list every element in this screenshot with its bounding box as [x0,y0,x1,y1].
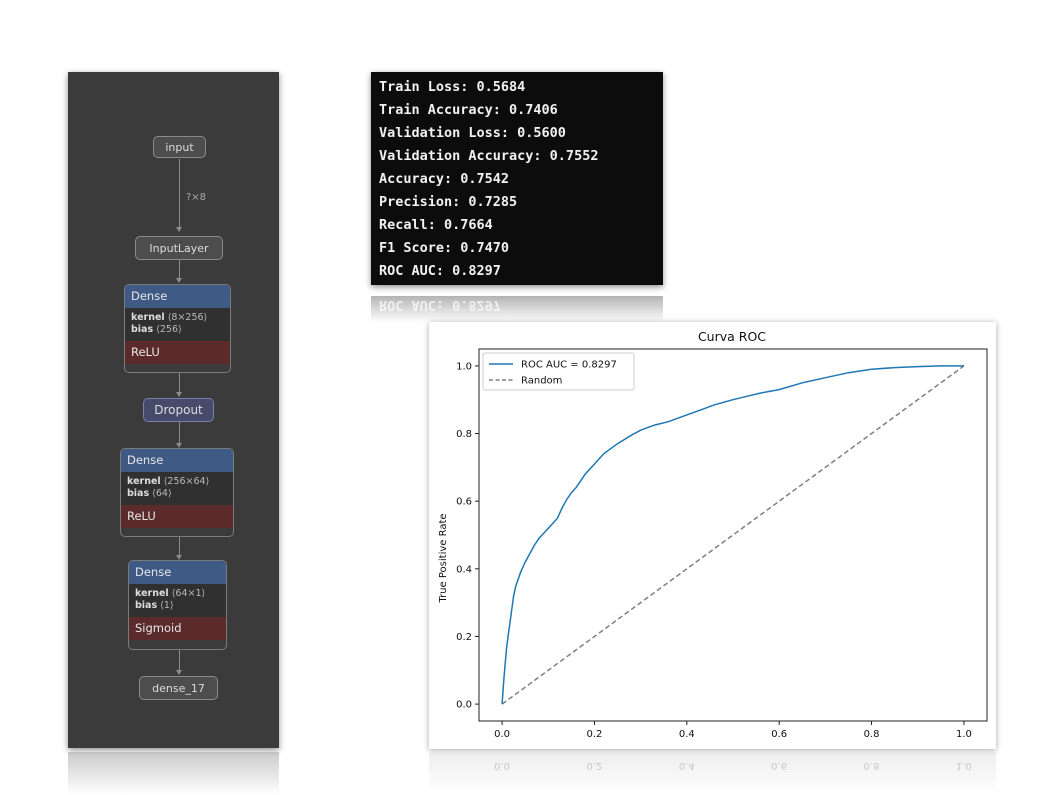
metric-accuracy: Accuracy: 0.7542 [379,171,510,187]
y-tick-label: 0.4 [456,564,472,575]
dense1-attributes: kernel ⟨8×256⟩ bias ⟨256⟩ [125,308,230,341]
input-node-label: input [165,140,194,154]
y-axis-label: True Positive Rate [438,513,449,603]
dropout-node[interactable]: Dropout [143,398,214,422]
dense2-kernel-shape: ⟨256×64⟩ [163,476,210,487]
roc-chart-panel: Curva ROC True Positive Rate 0.0 0.2 0.4 0.… [429,322,996,749]
x-tick-label: 0.8 [864,729,880,740]
dense3-bias-shape: ⟨1⟩ [160,600,174,611]
edge-dense1-to-dropout [179,373,180,395]
x-tick-label: 1.0 [956,729,972,740]
dense1-bias-name: bias [131,324,154,335]
input-shape-label: ?×8 [186,192,207,203]
dense2-title: Dense [121,449,233,472]
edge-arrow [176,278,182,283]
inputlayer-node[interactable]: InputLayer [135,236,223,260]
metric-precision: Precision: 0.7285 [379,194,518,210]
random-baseline-line [501,365,965,705]
edge-input-to-inputlayer [179,159,180,231]
output-node-label: dense_17 [152,681,205,695]
x-tick-label: 0.0 [494,729,510,740]
metric-train-loss: Train Loss: 0.5684 [379,79,526,95]
y-axis-ticks: 0.0 0.2 0.4 0.6 0.8 1.0 [456,361,479,711]
plot-area-frame [478,348,988,722]
dense1-title: Dense [125,285,230,308]
y-tick-label: 0.8 [456,429,472,440]
reflected-x-tick-label: 0.6 [771,760,788,771]
x-tick-label: 0.2 [587,729,603,740]
dense2-kernel-name: kernel [127,476,161,487]
edge-arrow [176,392,182,397]
dense2-node[interactable]: Dense kernel ⟨256×64⟩ bias ⟨64⟩ ReLU [120,448,234,537]
metric-recall: Recall: 0.7664 [379,217,493,233]
metric-roc-auc: ROC AUC: 0.8297 [379,263,501,279]
reflected-x-tick-label: 0.8 [863,760,880,771]
terminal-reflection: ROC AUC: 0.8297 [371,296,663,322]
reflected-x-tick-label: 0.4 [678,760,695,771]
metric-f1-score: F1 Score: 0.7470 [379,240,510,256]
chart-reflection: 0.0 0.2 0.4 0.6 0.8 1.0 [429,752,996,795]
metric-validation-accuracy: Validation Accuracy: 0.7552 [379,148,599,164]
metric-validation-loss: Validation Loss: 0.5600 [379,125,566,141]
metrics-terminal: Train Loss: 0.5684 Train Accuracy: 0.740… [371,72,663,285]
reflected-x-tick-label: 0.0 [494,760,510,771]
dense1-kernel-shape: ⟨8×256⟩ [167,312,208,323]
dense2-activation: ReLU [121,505,233,528]
edge-dense2-to-dense3 [179,537,180,558]
dense3-kernel-name: kernel [135,588,169,599]
dense1-kernel: kernel ⟨8×256⟩ [131,312,224,324]
reflected-x-tick-label: 0.2 [586,760,603,771]
dense1-bias-shape: ⟨256⟩ [156,324,182,335]
edge-arrow [176,670,182,675]
dense1-activation: ReLU [125,341,230,364]
dense3-kernel-shape: ⟨64×1⟩ [171,588,206,599]
legend-label-roc: ROC AUC = 0.8297 [521,360,617,371]
chart-title: Curva ROC [698,329,766,344]
dense3-node[interactable]: Dense kernel ⟨64×1⟩ bias ⟨1⟩ Sigmoid [128,560,227,650]
x-axis-ticks: 0.0 0.2 0.4 0.6 0.8 1.0 [494,721,972,740]
dense3-activation: Sigmoid [129,617,226,640]
series-layer [501,365,965,705]
edge-arrow [176,443,182,448]
metric-train-accuracy: Train Accuracy: 0.7406 [379,102,558,118]
model-graph-panel: input ?×8 InputLayer Dense kernel ⟨8×256… [68,72,279,748]
dense1-node[interactable]: Dense kernel ⟨8×256⟩ bias ⟨256⟩ ReLU [124,284,231,373]
dense2-bias-shape: ⟨64⟩ [152,488,172,499]
dense2-kernel: kernel ⟨256×64⟩ [127,476,227,488]
reflected-x-tick-label: 1.0 [955,760,972,771]
edge-arrow [176,227,182,232]
dropout-node-label: Dropout [154,403,203,417]
edge-inputlayer-to-dense1 [179,260,180,280]
graph-panel-reflection [68,752,279,795]
dense3-title: Dense [129,561,226,584]
dense2-bias: bias ⟨64⟩ [127,488,227,500]
dense1-bias: bias ⟨256⟩ [131,324,224,336]
y-tick-label: 0.0 [456,700,472,711]
legend-box [482,352,635,391]
output-node[interactable]: dense_17 [139,676,218,700]
edge-dense3-to-output [179,650,180,674]
dense2-attributes: kernel ⟨256×64⟩ bias ⟨64⟩ [121,472,233,505]
roc-chart: Curva ROC True Positive Rate 0.0 0.2 0.4 0.… [438,329,988,740]
input-node[interactable]: input [153,136,206,158]
dense3-bias: bias ⟨1⟩ [135,600,220,612]
legend: ROC AUC = 0.8297 Random [482,352,635,391]
roc-curve-line [501,365,964,705]
edge-arrow [176,555,182,560]
legend-label-random: Random [521,376,562,387]
edge-dropout-to-dense2 [179,422,180,445]
dense3-attributes: kernel ⟨64×1⟩ bias ⟨1⟩ [129,584,226,617]
inputlayer-node-label: InputLayer [149,241,209,255]
dense1-kernel-name: kernel [131,312,165,323]
dense3-kernel: kernel ⟨64×1⟩ [135,588,220,600]
x-tick-label: 0.6 [771,729,787,740]
y-tick-label: 0.6 [456,497,472,508]
y-tick-label: 0.2 [456,632,472,643]
x-tick-label: 0.4 [679,729,695,740]
dense3-bias-name: bias [135,600,158,611]
terminal-reflection-text: ROC AUC: 0.8297 [379,297,501,313]
y-tick-label: 1.0 [456,361,472,372]
dense2-bias-name: bias [127,488,150,499]
